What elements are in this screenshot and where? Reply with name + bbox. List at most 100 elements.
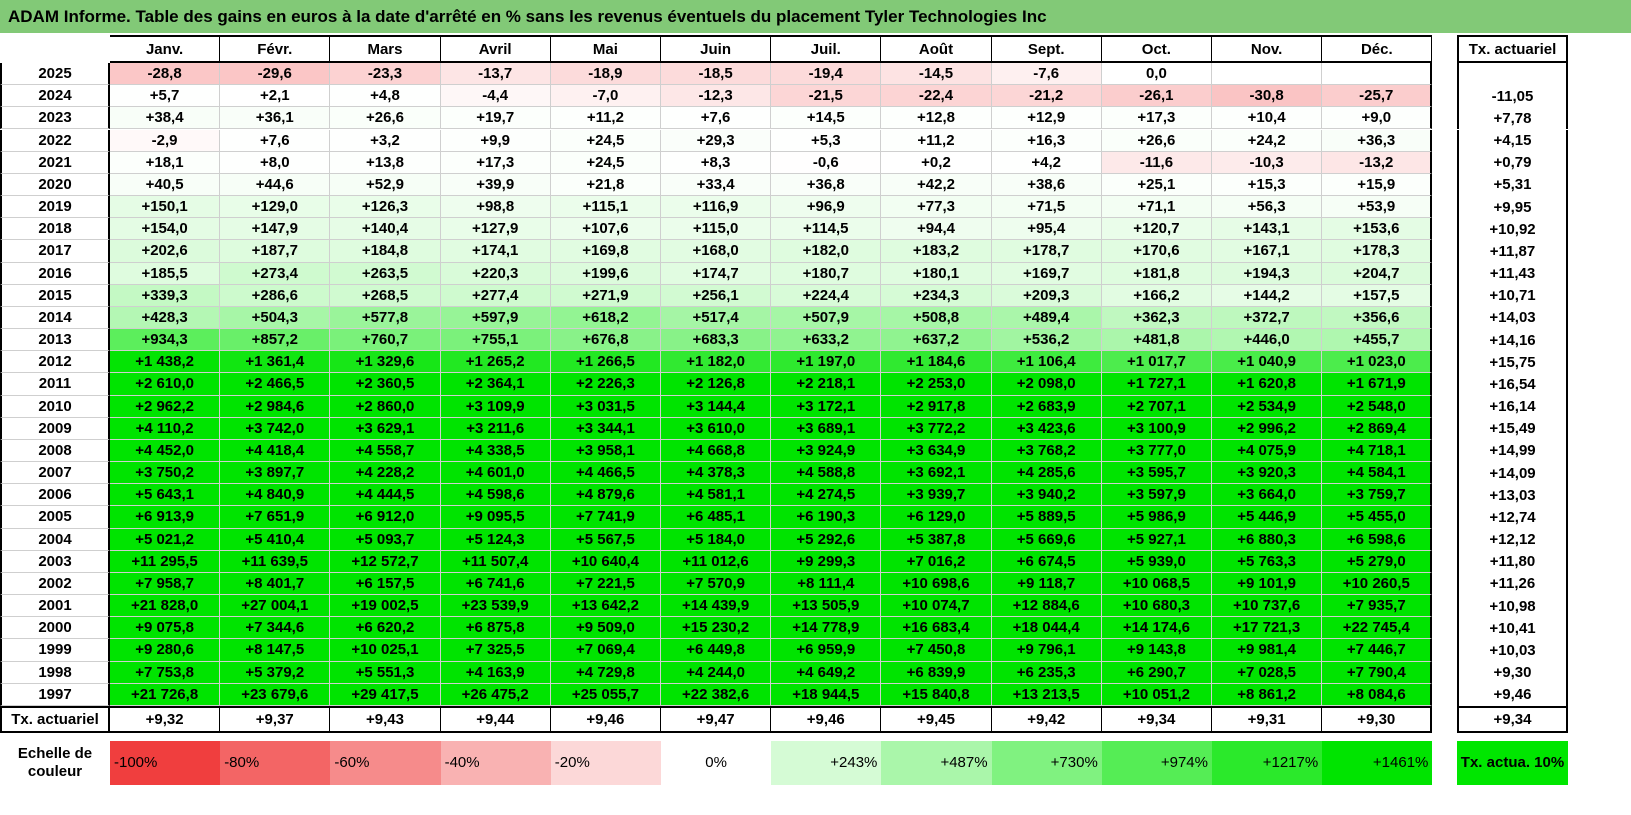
gain-cell: -14,5 (881, 63, 992, 86)
gain-cell: +6 959,9 (771, 639, 882, 662)
gain-cell: +5,3 (771, 129, 882, 152)
gain-cell: +9 143,8 (1101, 639, 1212, 662)
gain-cell: -11,6 (1101, 151, 1212, 174)
gain-cell: +455,7 (1322, 329, 1433, 352)
gain-cell: +182,0 (771, 240, 882, 263)
gain-cell: +40,5 (110, 173, 221, 196)
gain-cell: +10 698,6 (881, 572, 992, 596)
gain-cell: +2 548,0 (1322, 395, 1433, 418)
gain-cell: +3 109,9 (440, 395, 551, 418)
gain-cell: +3 634,9 (881, 439, 992, 463)
gain-cell: +4 244,0 (661, 661, 772, 684)
tx-cell: +15,75 (1457, 351, 1568, 374)
footer-cell: +9,32 (110, 705, 221, 733)
gain-cell: +3 664,0 (1212, 484, 1323, 507)
gain-cell: +170,6 (1101, 240, 1212, 263)
gain-cell: -21,5 (771, 85, 882, 108)
gain-cell: +18,1 (110, 151, 221, 174)
gain-cell: +7 753,8 (110, 661, 221, 684)
gain-cell: +114,5 (771, 218, 882, 241)
gain-cell: +1 438,2 (110, 351, 221, 374)
tx-cell: +10,03 (1457, 639, 1568, 662)
gain-cell: +9,0 (1322, 107, 1433, 130)
gain-cell: +507,9 (771, 306, 882, 330)
gain-cell: +24,5 (550, 129, 661, 152)
gain-cell: +4 668,8 (661, 439, 772, 463)
gain-cell: +2 360,5 (330, 373, 441, 396)
gain-cell: +10 025,1 (330, 639, 441, 662)
tx-cell: +10,71 (1457, 284, 1568, 307)
year-label: 2016 (0, 262, 110, 285)
gain-cell: +4 581,1 (661, 484, 772, 507)
gain-cell: +755,1 (440, 329, 551, 352)
month-header: Juin (661, 35, 772, 63)
tx-cell: +13,03 (1457, 484, 1568, 507)
gain-cell: +126,3 (330, 196, 441, 219)
year-label: 2020 (0, 173, 110, 196)
year-label: 2011 (0, 373, 110, 396)
gain-cell: +18 044,4 (991, 617, 1102, 640)
gain-cell: +39,9 (440, 173, 551, 196)
gain-cell: -12,3 (661, 85, 772, 108)
gain-cell: +26,6 (1101, 129, 1212, 152)
gain-cell: +7 446,7 (1322, 639, 1433, 662)
gain-cell: +19,7 (440, 107, 551, 130)
year-label: 2010 (0, 395, 110, 418)
gain-cell: +202,6 (110, 240, 221, 263)
footer-cell: +9,47 (661, 705, 772, 733)
gain-cell: +517,4 (661, 306, 772, 330)
gain-cell: +143,1 (1212, 218, 1323, 241)
tx-cell: +9,46 (1457, 683, 1568, 706)
gain-cell: +26,6 (330, 107, 441, 130)
gain-cell: +446,0 (1212, 329, 1323, 352)
gain-cell: +4 163,9 (440, 661, 551, 684)
tx-cell: +9,30 (1457, 661, 1568, 684)
gain-cell: +56,3 (1212, 196, 1323, 219)
tx-cell: +11,43 (1457, 262, 1568, 285)
gain-cell: +42,2 (881, 173, 992, 196)
gain-cell: +6 741,6 (440, 572, 551, 596)
gain-cell: +7 790,4 (1322, 661, 1433, 684)
gain-cell: +6 839,9 (881, 661, 992, 684)
gain-cell: +16,3 (991, 129, 1102, 152)
gain-cell: +17,3 (440, 151, 551, 174)
gain-cell: +11 295,5 (110, 550, 221, 573)
gain-cell: +115,0 (661, 218, 772, 241)
gain-cell: +96,9 (771, 196, 882, 219)
gain-cell: +184,8 (330, 240, 441, 263)
gain-cell: +9 095,5 (440, 506, 551, 529)
gain-cell: -13,2 (1322, 151, 1433, 174)
gain-cell: +760,7 (330, 329, 441, 352)
gain-cell: +5 124,3 (440, 528, 551, 551)
footer-tx: +9,34 (1457, 705, 1568, 733)
gain-cell: +6 913,9 (110, 506, 221, 529)
gain-cell: +1 671,9 (1322, 373, 1433, 396)
gain-cell: +273,4 (220, 262, 331, 285)
gain-cell: +8 861,2 (1212, 683, 1323, 706)
gain-cell: +21,8 (550, 173, 661, 196)
gain-cell: +0,2 (881, 151, 992, 174)
gain-cell: +2 218,1 (771, 373, 882, 396)
gain-cell: +6 880,3 (1212, 528, 1323, 551)
gain-cell: +6 190,3 (771, 506, 882, 529)
gain-cell: +27 004,1 (220, 595, 331, 618)
gain-cell: +120,7 (1101, 218, 1212, 241)
legend-step: -40% (440, 740, 551, 785)
legend-label: Echelle de couleur (17, 744, 93, 780)
tx-cell: +11,80 (1457, 550, 1568, 573)
gain-cell: +3 144,4 (661, 395, 772, 418)
year-label: 2008 (0, 439, 110, 463)
legend-step: 0% (661, 740, 772, 785)
gain-cell: +263,5 (330, 262, 441, 285)
gain-cell: +7 016,2 (881, 550, 992, 573)
gain-cell: +2 610,0 (110, 373, 221, 396)
gain-cell: +12,9 (991, 107, 1102, 130)
gain-cell: +183,2 (881, 240, 992, 263)
gain-cell: +5 551,3 (330, 661, 441, 684)
gain-cell: +3 924,9 (771, 439, 882, 463)
gain-cell: +7,6 (220, 129, 331, 152)
gain-cell: +3 759,7 (1322, 484, 1433, 507)
tx-cell: +5,31 (1457, 173, 1568, 196)
gain-cell: +17,3 (1101, 107, 1212, 130)
